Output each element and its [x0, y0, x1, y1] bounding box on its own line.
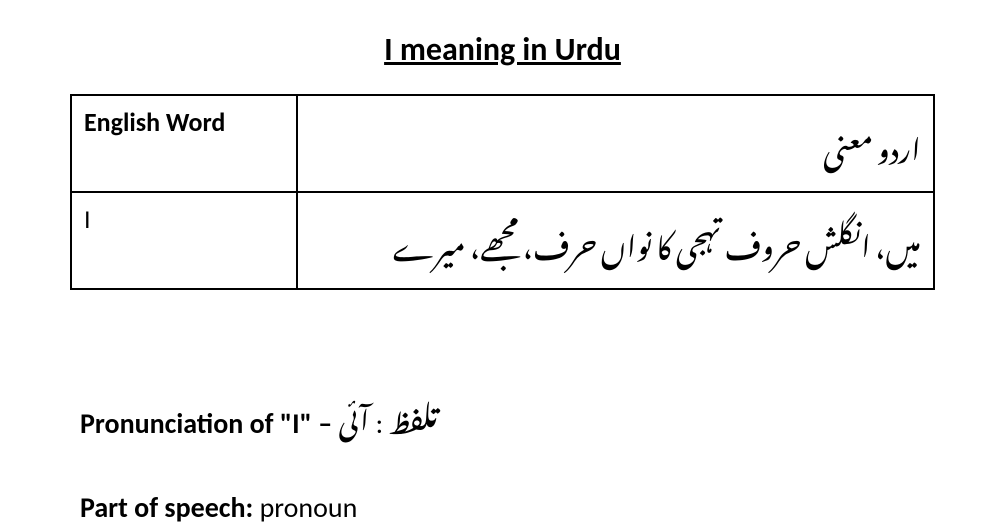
header-english: English Word: [71, 95, 297, 192]
table-row: English Word اردو معنی: [71, 95, 934, 192]
pronunciation-separator: :: [369, 406, 389, 441]
part-of-speech-value: pronoun: [253, 490, 357, 525]
document-container: I meaning in Urdu English Word اردو معنی…: [0, 0, 1005, 525]
header-urdu: اردو معنی: [297, 95, 934, 192]
part-of-speech-line: Part of speech: pronoun: [80, 490, 935, 525]
page-title: I meaning in Urdu: [70, 30, 935, 69]
info-section: Pronunciation of "I" – تلفظ : آئی Part o…: [70, 380, 935, 525]
table-row: I میں، انگلش حروف تہجی کا نواں حرف، مجھے…: [71, 192, 934, 289]
cell-urdu-meaning: میں، انگلش حروف تہجی کا نواں حرف، مجھے، …: [297, 192, 934, 289]
meaning-table: English Word اردو معنی I میں، انگلش حروف…: [70, 94, 935, 290]
part-of-speech-label: Part of speech:: [80, 490, 253, 525]
pronunciation-urdu-label: تلفظ: [389, 380, 437, 450]
pronunciation-line: Pronunciation of "I" – تلفظ : آئی: [80, 380, 935, 450]
pronunciation-label-prefix: Pronunciation of "I" –: [80, 406, 338, 441]
cell-english-word: I: [71, 192, 297, 289]
pronunciation-value: آئی: [338, 380, 369, 450]
